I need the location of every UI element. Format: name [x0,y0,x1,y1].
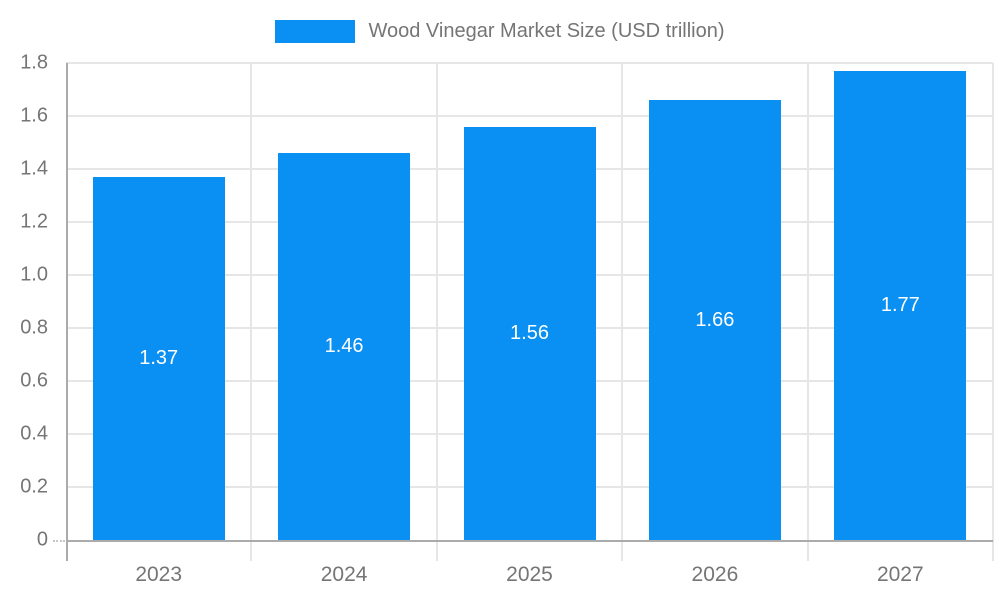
gridline-h [66,62,993,64]
y-tick-label: 0.4 [20,422,48,445]
gridline-h [66,115,993,117]
bar-value-label: 1.66 [695,308,735,331]
gridline-v [435,63,438,561]
gridline-v [621,63,624,561]
x-tick-label: 2024 [320,563,368,586]
x-axis-labels: 2023 2024 2025 2026 2027 [66,563,993,593]
y-tick-label: 1.4 [20,157,48,180]
x-tick-label: 2026 [691,563,739,586]
y-tick-label: 0.6 [20,369,48,392]
y-tick-label: 1.8 [20,51,48,74]
plot-area: 1.37 1.46 1.56 1.66 1.77 [53,62,994,561]
zero-tick-mark [53,540,65,542]
x-tick-label: 2025 [506,563,553,586]
y-tick-label: 1.0 [20,263,48,286]
bar-2026: 1.66 [648,100,781,540]
legend-swatch [275,20,356,43]
legend: Wood Vinegar Market Size (USD trillion) [0,20,1000,43]
bar-value-label: 1.37 [139,346,179,369]
bar-2023: 1.37 [92,176,225,540]
legend-label: Wood Vinegar Market Size (USD trillion) [368,20,725,42]
y-tick-label: 0 [36,528,48,551]
y-tick-label: 1.6 [20,104,48,127]
gridline-v [992,63,994,561]
y-tick-label: 0.8 [20,316,48,339]
gridline-v [806,63,809,561]
bar-2027: 1.77 [834,70,967,540]
y-tick-label: 0.2 [20,475,48,498]
x-tick-label: 2023 [135,563,183,586]
y-axis-labels: 0 0.2 0.4 0.6 0.8 1.0 1.2 1.4 1.6 1.8 [0,52,52,551]
bar-2024: 1.46 [278,153,411,540]
gridline-v [250,63,253,561]
x-axis-line [66,540,993,542]
bar-value-label: 1.77 [880,293,920,316]
bar-value-label: 1.56 [510,321,549,344]
y-tick-label: 1.2 [20,210,48,233]
y-axis-line [66,63,68,561]
x-tick-label: 2027 [876,563,924,586]
bar-2025: 1.56 [463,126,596,540]
bar-value-label: 1.46 [324,335,364,358]
